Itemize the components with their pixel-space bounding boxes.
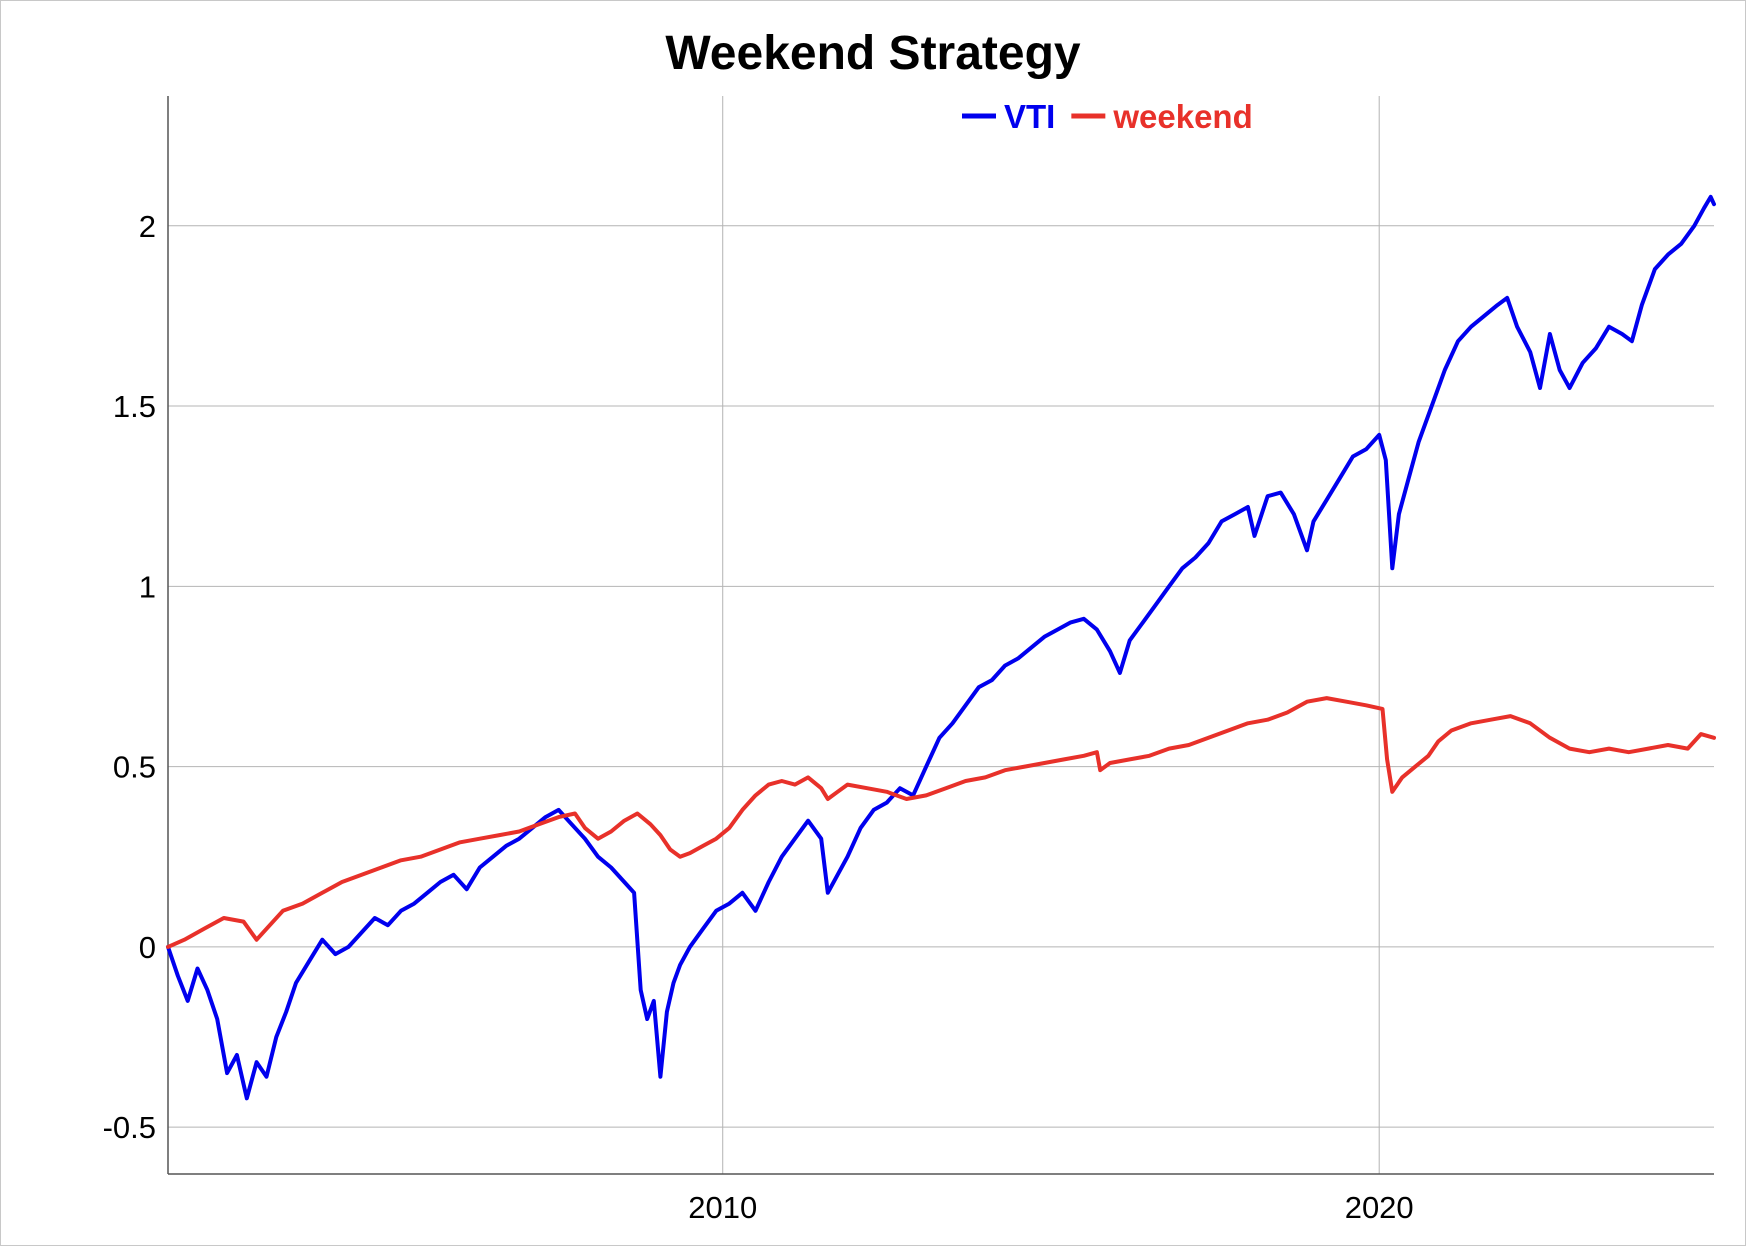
y-tick-label: 0	[139, 930, 156, 965]
chart-title: Weekend Strategy	[665, 27, 1081, 80]
y-tick-label: 1.5	[113, 389, 156, 424]
y-tick-label: 2	[139, 209, 156, 244]
grid-lines	[168, 96, 1714, 1174]
y-tick-label: 1	[139, 569, 156, 604]
axes	[167, 96, 1714, 1175]
series-line-vti	[166, 194, 1716, 1101]
y-tick-label: -0.5	[103, 1110, 156, 1145]
legend: VTI weekend	[962, 98, 1253, 135]
series-line-weekend	[166, 696, 1716, 949]
legend-label-vti: VTI	[1004, 98, 1055, 135]
x-tick-label: 2020	[1345, 1190, 1414, 1225]
y-tick-label: 0.5	[113, 750, 156, 785]
tick-labels: -0.5 0 0.5 1 1.5 2 2010 2020	[103, 209, 1414, 1225]
x-tick-label: 2010	[688, 1190, 757, 1225]
legend-label-weekend: weekend	[1112, 98, 1252, 135]
series-lines	[166, 194, 1716, 1101]
